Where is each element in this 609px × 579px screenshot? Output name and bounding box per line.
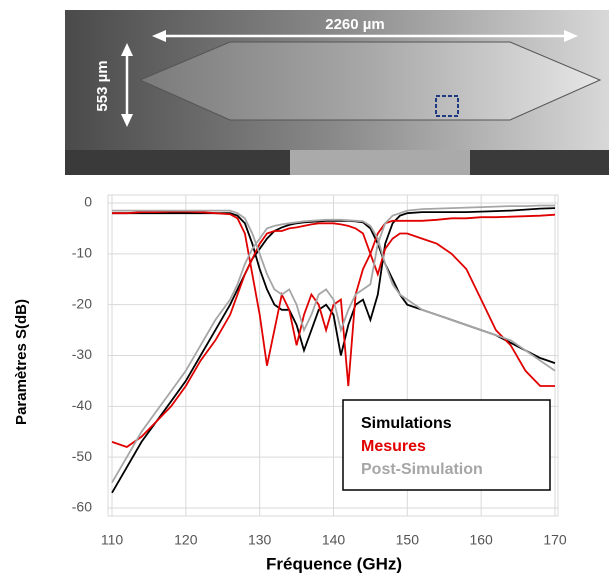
plot: 0 -10 -20 -30 -40 -50 -60 110 120 130 140 150 160 170… xyxy=(72,194,567,548)
y-tick-label: 0 xyxy=(84,194,92,210)
series-line xyxy=(111,218,556,484)
length-label: 2260 µm xyxy=(325,16,385,33)
arrow-head xyxy=(564,30,578,42)
y-tick-label: -20 xyxy=(72,295,92,311)
x-tick-label: 170 xyxy=(543,532,567,548)
y-axis-label: Paramètres S(dB) xyxy=(13,299,30,425)
series-line xyxy=(112,204,555,334)
series-line xyxy=(111,222,555,448)
y-tick-label: -60 xyxy=(72,499,92,515)
arrow-head xyxy=(121,114,133,127)
legend-entry: Mesures xyxy=(361,438,426,455)
x-axis-label: Fréquence (GHz) xyxy=(266,554,402,573)
legend-entry: Simulations xyxy=(361,415,452,432)
series-line xyxy=(112,210,556,387)
x-tick-label: 150 xyxy=(396,532,420,548)
x-tick-label: 130 xyxy=(248,532,272,548)
y-tick-label: -30 xyxy=(72,346,92,362)
arrow-head xyxy=(152,30,166,42)
width-label: 553 µm xyxy=(94,60,111,111)
x-tick-label: 110 xyxy=(101,532,124,548)
legend-box xyxy=(342,399,551,491)
x-tick-label: 120 xyxy=(174,532,198,548)
chip-outline xyxy=(138,41,602,121)
arrow-head xyxy=(121,43,133,56)
legend-entry: Post-Simulation xyxy=(361,461,483,478)
pads xyxy=(290,150,470,175)
x-tick-label: 140 xyxy=(322,532,346,548)
micrograph: 2260 µm 553 µm xyxy=(65,10,609,175)
y-tick-label: -10 xyxy=(72,245,92,261)
zoom-box xyxy=(435,95,459,117)
y-tick-label: -50 xyxy=(72,448,92,464)
x-tick-label: 160 xyxy=(469,532,493,548)
y-tick-label: -40 xyxy=(72,397,92,413)
